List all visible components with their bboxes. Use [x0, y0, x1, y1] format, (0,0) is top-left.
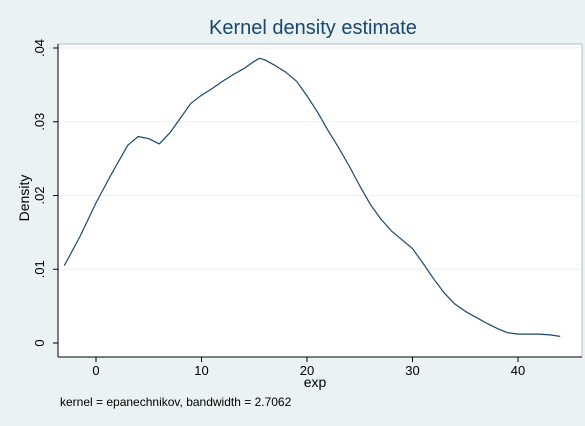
y-axis-label: Density	[16, 175, 32, 222]
y-tick-label: 0	[32, 339, 47, 346]
y-tick-label: .03	[32, 113, 47, 131]
plot-area	[57, 43, 583, 358]
x-tick-label: 30	[405, 363, 419, 378]
y-tick-label: .04	[32, 39, 47, 57]
axes: 0 .01 .02 .03 .04 0 10 20 30 40	[32, 39, 582, 378]
x-tick-label: 20	[300, 363, 314, 378]
chart-title: Kernel density estimate	[209, 17, 417, 39]
x-axis-label: exp	[304, 374, 327, 390]
grid	[58, 47, 582, 270]
density-line	[63, 57, 561, 337]
x-tick-label: 10	[194, 363, 208, 378]
x-tick-label: 0	[92, 363, 99, 378]
x-tick-label: 40	[511, 363, 525, 378]
series-layer	[63, 57, 561, 337]
y-tick-label: .02	[32, 186, 47, 204]
kernel-note: kernel = epanechnikov, bandwidth = 2.706…	[60, 395, 292, 409]
y-tick-label: .01	[32, 260, 47, 278]
